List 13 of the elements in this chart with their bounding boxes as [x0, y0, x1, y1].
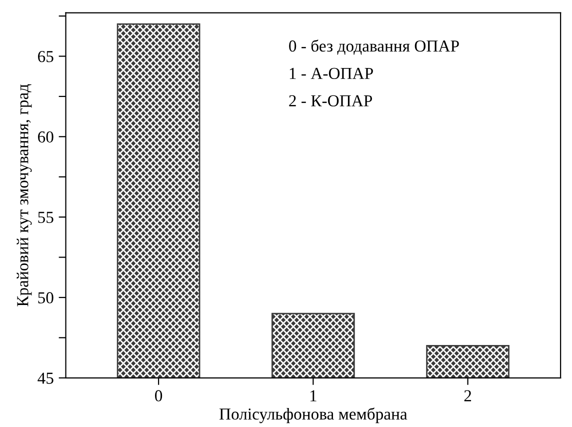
x-axis-title: Полісульфонова мембрана [219, 408, 408, 424]
annotation: 2 - К-ОПАР [289, 95, 372, 106]
x-tick-label: 0 [155, 390, 162, 402]
x-tick-label: 1 [310, 390, 316, 402]
y-tick-label: 65 [38, 50, 54, 62]
annotation: 1 - А-ОПАР [290, 68, 373, 80]
y-tick-label: 50 [38, 292, 54, 304]
y-tick-label: 55 [38, 212, 54, 224]
y-tick-label: 45 [38, 372, 54, 384]
y-tick-label: 60 [38, 131, 54, 143]
annotation: 0 - без додавання ОПАР [289, 40, 459, 55]
x-tick-label: 2 [464, 390, 472, 402]
y-axis-title: Крайовий кут змочування, град [16, 84, 32, 306]
